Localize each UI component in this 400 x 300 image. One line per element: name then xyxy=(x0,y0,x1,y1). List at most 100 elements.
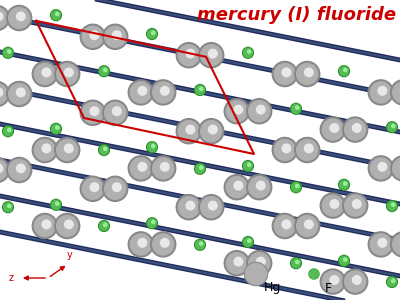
Point xyxy=(91,185,98,190)
Point xyxy=(160,166,166,171)
Point xyxy=(64,148,70,152)
Point xyxy=(352,279,358,284)
Point xyxy=(138,90,144,95)
Point xyxy=(379,88,386,93)
Point xyxy=(341,182,347,187)
Point xyxy=(197,242,203,247)
Text: z: z xyxy=(9,273,14,283)
Point xyxy=(138,166,144,171)
Point xyxy=(18,14,24,19)
Point xyxy=(149,32,155,36)
Point xyxy=(64,148,70,152)
Point xyxy=(304,224,310,228)
Point xyxy=(90,34,96,39)
Point xyxy=(304,224,310,228)
Point xyxy=(16,92,22,96)
Point xyxy=(186,205,192,210)
Point xyxy=(245,164,251,168)
Point xyxy=(53,126,59,131)
Point xyxy=(187,51,194,56)
Point xyxy=(208,205,214,210)
Point xyxy=(64,224,70,228)
Point xyxy=(90,110,96,115)
Point xyxy=(246,238,252,243)
Point xyxy=(330,127,336,132)
Point xyxy=(149,221,155,226)
Point xyxy=(283,146,290,151)
Point xyxy=(5,129,11,134)
Point xyxy=(390,202,396,207)
Point xyxy=(149,32,155,36)
Point xyxy=(53,13,59,18)
Point xyxy=(379,164,386,169)
Point xyxy=(90,186,96,191)
Text: mercury (I) fluoride: mercury (I) fluoride xyxy=(197,6,396,24)
Point xyxy=(197,88,203,92)
Point xyxy=(331,278,338,282)
Point xyxy=(186,53,192,58)
Point xyxy=(304,148,310,152)
Point xyxy=(187,203,194,208)
Point xyxy=(101,224,107,228)
Point xyxy=(112,186,118,191)
Point xyxy=(150,30,156,35)
Point xyxy=(256,261,262,266)
Point xyxy=(138,166,144,171)
Point xyxy=(101,69,107,74)
Point xyxy=(54,12,60,16)
Point xyxy=(208,53,214,58)
Point xyxy=(186,53,192,58)
Point xyxy=(246,49,252,54)
Point xyxy=(389,125,395,130)
Point xyxy=(64,72,70,76)
Point xyxy=(390,124,396,128)
Point xyxy=(16,168,22,172)
Point xyxy=(378,242,384,247)
Point xyxy=(138,90,144,95)
Point xyxy=(234,109,240,114)
Point xyxy=(306,222,312,227)
Point xyxy=(378,166,384,171)
Point xyxy=(198,86,204,91)
Point xyxy=(18,90,24,95)
Point xyxy=(306,70,312,75)
Point xyxy=(208,53,214,58)
Point xyxy=(16,16,22,20)
Point xyxy=(389,204,395,208)
Point xyxy=(245,50,251,55)
Point xyxy=(150,220,156,224)
Point xyxy=(208,129,214,134)
Point xyxy=(294,105,300,110)
Point xyxy=(114,33,120,38)
Point xyxy=(112,34,118,39)
Point xyxy=(282,148,288,152)
Point xyxy=(352,279,358,284)
Point xyxy=(354,126,360,130)
Point xyxy=(43,146,50,151)
Point xyxy=(306,146,312,151)
Point xyxy=(389,280,395,284)
Point xyxy=(341,182,347,187)
Point xyxy=(197,167,203,171)
Point xyxy=(352,127,358,132)
Point xyxy=(256,185,262,190)
Point xyxy=(102,146,108,151)
Point xyxy=(0,90,2,95)
Point xyxy=(162,240,168,245)
Point xyxy=(112,34,118,39)
Point xyxy=(5,50,11,55)
Point xyxy=(90,186,96,191)
Point xyxy=(90,34,96,39)
Point xyxy=(53,202,59,207)
Point xyxy=(256,261,262,266)
Point xyxy=(378,90,384,95)
Point xyxy=(341,69,347,74)
Point xyxy=(390,278,396,283)
Point xyxy=(235,107,242,112)
Point xyxy=(256,185,262,190)
Point xyxy=(138,242,144,247)
Point xyxy=(138,242,144,247)
Point xyxy=(90,110,96,115)
Point xyxy=(342,68,348,72)
Point xyxy=(6,49,12,54)
